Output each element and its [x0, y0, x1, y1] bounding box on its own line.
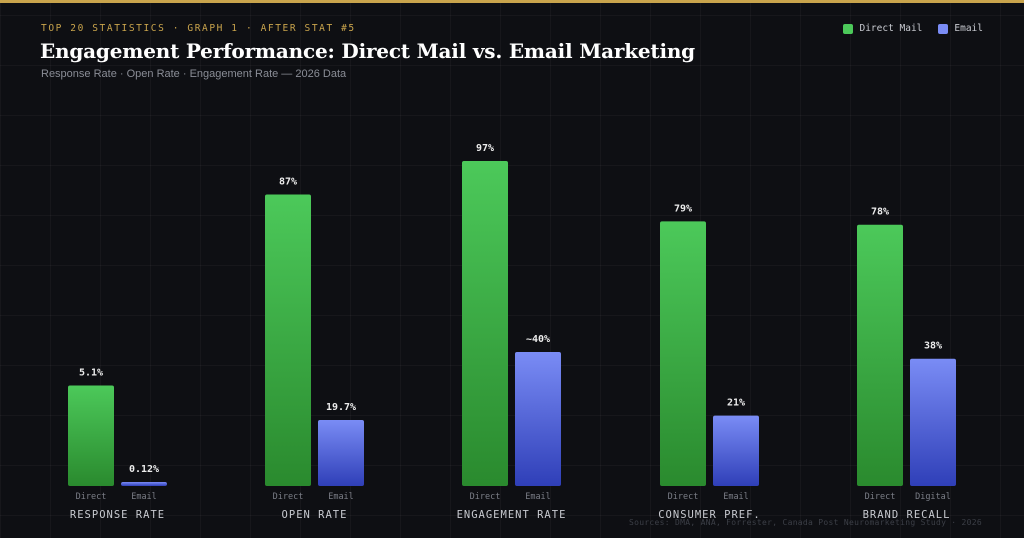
bar-direct-mail-brand-recall	[857, 224, 903, 486]
bar-sublabel-email-response-rate: Email	[131, 492, 157, 502]
value-label-email-response-rate: 0.12%	[129, 464, 159, 475]
legend-label-direct-mail: Direct Mail	[859, 23, 923, 34]
value-label-email-engagement-rate: ~40%	[526, 334, 550, 345]
bar-sublabel-email-engagement-rate: Email	[525, 492, 551, 502]
legend-label-email: Email	[954, 23, 983, 34]
category-label-engagement-rate: ENGAGEMENT RATE	[457, 509, 567, 521]
bar-sublabel-direct-mail-open-rate: Direct	[273, 492, 304, 502]
bar-sublabel-email-consumer-pref: Email	[723, 492, 749, 502]
value-label-direct-mail-brand-recall: 78%	[871, 207, 889, 218]
top-accent-bar	[0, 0, 1024, 3]
value-label-direct-mail-engagement-rate: 97%	[476, 143, 494, 154]
bar-sublabel-direct-mail-response-rate: Direct	[76, 492, 107, 502]
chart-subtitle: Response Rate · Open Rate · Engagement R…	[41, 68, 347, 80]
legend-item-email: Email	[938, 23, 983, 34]
bar-direct-mail-open-rate	[265, 194, 311, 487]
value-label-direct-mail-response-rate: 5.1%	[79, 368, 103, 379]
chart-title: Engagement Performance: Direct Mail vs. …	[40, 39, 695, 63]
value-label-email-brand-recall: 38%	[924, 341, 942, 352]
bar-sublabel-direct-mail-consumer-pref: Direct	[668, 492, 699, 502]
bar-direct-mail-engagement-rate	[462, 161, 508, 487]
bar-email-engagement-rate	[515, 352, 561, 486]
category-label-open-rate: OPEN RATE	[282, 509, 348, 521]
kicker-label: TOP 20 STATISTICS · GRAPH 1 · AFTER STAT…	[41, 23, 356, 34]
value-label-email-consumer-pref: 21%	[727, 398, 745, 409]
category-label-brand-recall: BRAND RECALL	[863, 509, 951, 521]
category-label-response-rate: RESPONSE RATE	[70, 509, 165, 521]
legend-item-direct-mail: Direct Mail	[843, 23, 922, 34]
bar-direct-mail-consumer-pref	[660, 221, 706, 486]
legend-swatch-email	[938, 23, 949, 34]
bar-email-consumer-pref	[713, 415, 759, 486]
bar-sublabel-email-brand-recall: Digital	[915, 492, 951, 502]
value-label-email-open-rate: 19.7%	[326, 402, 356, 413]
bar-email-response-rate	[121, 482, 167, 486]
legend-swatch-direct-mail	[843, 23, 854, 34]
value-label-direct-mail-consumer-pref: 79%	[674, 203, 692, 214]
value-label-direct-mail-open-rate: 87%	[279, 177, 297, 188]
source-note: Sources: DMA, ANA, Forrester, Canada Pos…	[628, 518, 982, 527]
bar-sublabel-direct-mail-brand-recall: Direct	[865, 492, 896, 502]
category-label-consumer-pref: CONSUMER PREF.	[658, 509, 761, 521]
bar-sublabel-direct-mail-engagement-rate: Direct	[470, 492, 501, 502]
bar-direct-mail-response-rate	[68, 385, 114, 486]
bar-sublabel-email-open-rate: Email	[328, 492, 354, 502]
bar-email-open-rate	[318, 420, 364, 486]
bar-email-brand-recall	[910, 358, 956, 486]
legend: Direct Mail Email	[843, 23, 983, 34]
